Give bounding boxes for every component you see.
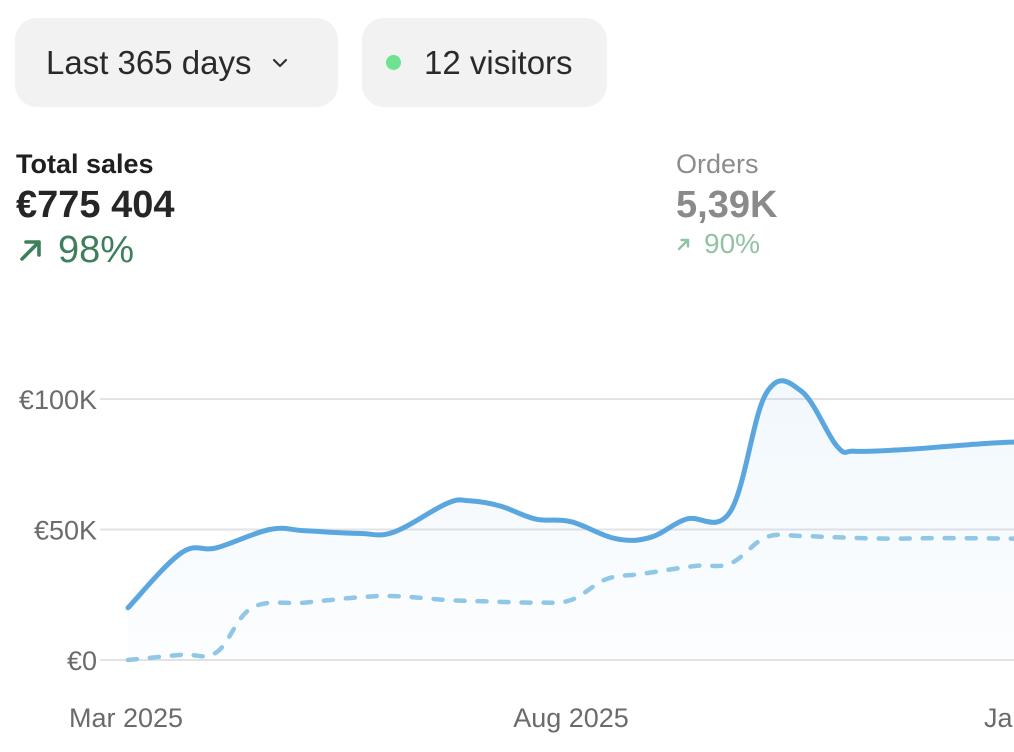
sales-series-line	[125, 378, 1014, 611]
total-sales-value: €775 404	[16, 184, 175, 226]
orders-change-value: 90%	[704, 228, 761, 259]
y-tick-label: €0	[67, 646, 97, 676]
chevron-down-icon	[273, 58, 288, 67]
orders-value: 5,39K	[676, 184, 778, 226]
orders-metric[interactable]: Orders 5,39K 90%	[676, 148, 777, 260]
total-sales-change: 98%	[16, 228, 175, 272]
x-tick-label: Ja	[984, 703, 1014, 733]
orders-change: 90%	[676, 228, 777, 260]
x-tick-label: Mar 2025	[69, 703, 183, 733]
visitors-count: 12 visitors	[424, 43, 573, 81]
y-tick-label: €100K	[19, 385, 97, 415]
arrow-up-right-icon	[20, 240, 41, 261]
x-tick-label: Aug 2025	[513, 703, 629, 733]
date-range-label: Last 365 days	[46, 43, 252, 81]
visitors-indicator[interactable]: 12 visitors	[362, 18, 607, 107]
total-sales-label: Total sales	[16, 149, 154, 179]
total-sales-change-value: 98%	[58, 229, 135, 271]
orders-label: Orders	[676, 149, 759, 179]
date-range-selector[interactable]: Last 365 days	[15, 18, 338, 107]
series-area	[128, 380, 1014, 660]
arrow-up-right-icon	[677, 238, 690, 251]
comparison-series-line	[125, 532, 1014, 663]
total-sales-metric[interactable]: Total sales €775 404 98%	[16, 148, 175, 272]
y-tick-label: €50K	[34, 516, 97, 546]
live-status-dot	[386, 55, 401, 70]
